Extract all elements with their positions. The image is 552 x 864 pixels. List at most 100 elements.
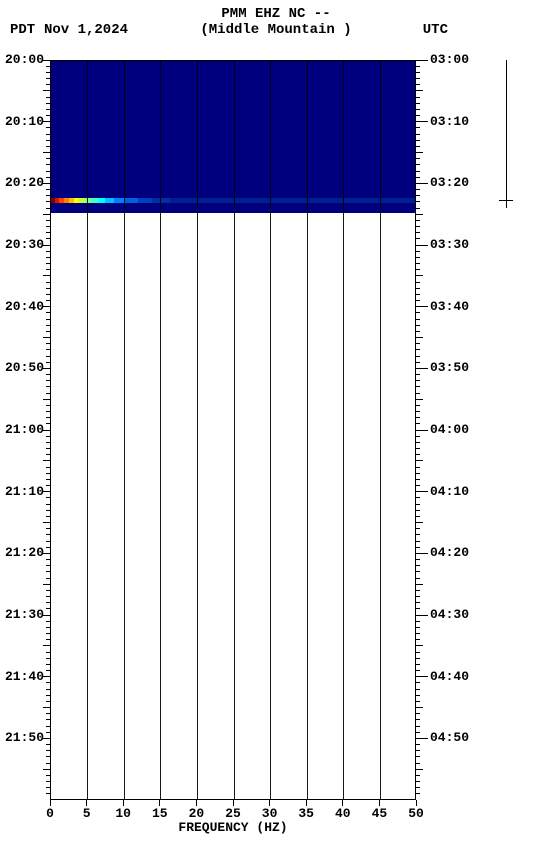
y-major-tick-right: [416, 615, 428, 616]
y-minor-tick-right: [416, 343, 420, 344]
y-tick-label-right: 04:20: [430, 545, 469, 560]
y-tick-label-right: 04:10: [430, 484, 469, 499]
y-minor-tick-right: [416, 214, 423, 215]
y-tick-label-left: 21:30: [5, 607, 44, 622]
y-minor-tick-left: [46, 578, 50, 579]
y-major-tick-right: [416, 306, 428, 307]
y-minor-tick-right: [416, 66, 420, 67]
y-minor-tick-right: [416, 732, 420, 733]
y-minor-tick-left: [46, 134, 50, 135]
y-tick-label-left: 21:10: [5, 484, 44, 499]
y-minor-tick-right: [416, 454, 420, 455]
y-minor-tick-left: [46, 115, 50, 116]
y-minor-tick-right: [416, 726, 420, 727]
amplitude-scale-bar: [506, 60, 507, 208]
chart-header: PMM EHZ NC -- PDT Nov 1,2024 (Middle Mou…: [0, 6, 552, 40]
x-tick-label: 30: [262, 806, 278, 821]
y-major-tick-right: [416, 121, 428, 122]
y-minor-tick-right: [416, 423, 420, 424]
y-minor-tick-left: [46, 485, 50, 486]
y-minor-tick-right: [416, 319, 420, 320]
y-minor-tick-right: [416, 171, 420, 172]
y-minor-tick-left: [46, 226, 50, 227]
y-tick-label-left: 20:10: [5, 114, 44, 129]
y-minor-tick-right: [416, 399, 423, 400]
y-minor-tick-left: [46, 349, 50, 350]
y-minor-tick-right: [416, 201, 420, 202]
y-major-tick-left: [42, 738, 50, 739]
y-minor-tick-left: [46, 664, 50, 665]
y-minor-tick-left: [46, 652, 50, 653]
y-minor-tick-right: [416, 140, 420, 141]
y-minor-tick-right: [416, 127, 420, 128]
y-minor-tick-left: [46, 781, 50, 782]
y-tick-label-left: 20:00: [5, 52, 44, 67]
y-minor-tick-right: [416, 608, 420, 609]
y-minor-tick-left: [46, 510, 50, 511]
y-minor-tick-right: [416, 670, 420, 671]
y-minor-tick-left: [46, 238, 50, 239]
y-minor-tick-right: [416, 719, 420, 720]
y-minor-tick-right: [416, 510, 420, 511]
y-minor-tick-left: [46, 547, 50, 548]
y-tick-label-left: 21:50: [5, 730, 44, 745]
y-minor-tick-right: [416, 707, 423, 708]
y-minor-tick-right: [416, 84, 420, 85]
x-tick-label: 5: [83, 806, 91, 821]
y-minor-tick-left: [46, 343, 50, 344]
y-minor-tick-right: [416, 633, 420, 634]
y-tick-label-left: 20:40: [5, 299, 44, 314]
y-minor-tick-left: [46, 84, 50, 85]
right-timezone: UTC: [423, 22, 448, 38]
y-minor-tick-left: [46, 109, 50, 110]
y-minor-tick-left: [46, 763, 50, 764]
y-minor-tick-right: [416, 769, 423, 770]
y-minor-tick-right: [416, 220, 420, 221]
y-minor-tick-left: [46, 232, 50, 233]
y-minor-tick-left: [46, 732, 50, 733]
y-minor-tick-right: [416, 405, 420, 406]
gridline-vertical: [87, 61, 88, 799]
y-major-tick-left: [42, 615, 50, 616]
y-tick-label-left: 21:20: [5, 545, 44, 560]
y-minor-tick-right: [416, 713, 420, 714]
y-minor-tick-right: [416, 331, 420, 332]
y-tick-label-right: 04:00: [430, 422, 469, 437]
y-minor-tick-right: [416, 78, 420, 79]
y-major-tick-right: [416, 245, 428, 246]
y-minor-tick-left: [43, 584, 50, 585]
y-major-tick-left: [42, 553, 50, 554]
y-minor-tick-right: [416, 164, 420, 165]
y-major-tick-right: [416, 676, 428, 677]
x-tick-label: 20: [189, 806, 205, 821]
y-minor-tick-left: [46, 362, 50, 363]
y-minor-tick-right: [416, 208, 420, 209]
y-minor-tick-right: [416, 750, 420, 751]
y-minor-tick-right: [416, 621, 420, 622]
y-tick-label-right: 03:10: [430, 114, 469, 129]
y-minor-tick-left: [46, 516, 50, 517]
y-minor-tick-left: [46, 590, 50, 591]
y-minor-tick-left: [46, 775, 50, 776]
y-minor-tick-left: [46, 164, 50, 165]
y-major-tick-left: [42, 368, 50, 369]
y-major-tick-left: [42, 306, 50, 307]
y-minor-tick-right: [416, 325, 420, 326]
y-minor-tick-left: [46, 356, 50, 357]
gridline-vertical: [160, 61, 161, 799]
y-minor-tick-right: [416, 393, 420, 394]
y-minor-tick-right: [416, 504, 420, 505]
y-minor-tick-right: [416, 787, 420, 788]
y-minor-tick-right: [416, 238, 420, 239]
y-minor-tick-right: [416, 115, 420, 116]
y-minor-tick-left: [46, 189, 50, 190]
y-minor-tick-right: [416, 189, 420, 190]
y-minor-tick-right: [416, 652, 420, 653]
y-minor-tick-left: [46, 713, 50, 714]
y-minor-tick-left: [46, 621, 50, 622]
gridline-vertical: [234, 61, 235, 799]
y-minor-tick-right: [416, 571, 420, 572]
y-minor-tick-right: [416, 775, 420, 776]
y-minor-tick-right: [416, 534, 420, 535]
y-minor-tick-right: [416, 356, 420, 357]
